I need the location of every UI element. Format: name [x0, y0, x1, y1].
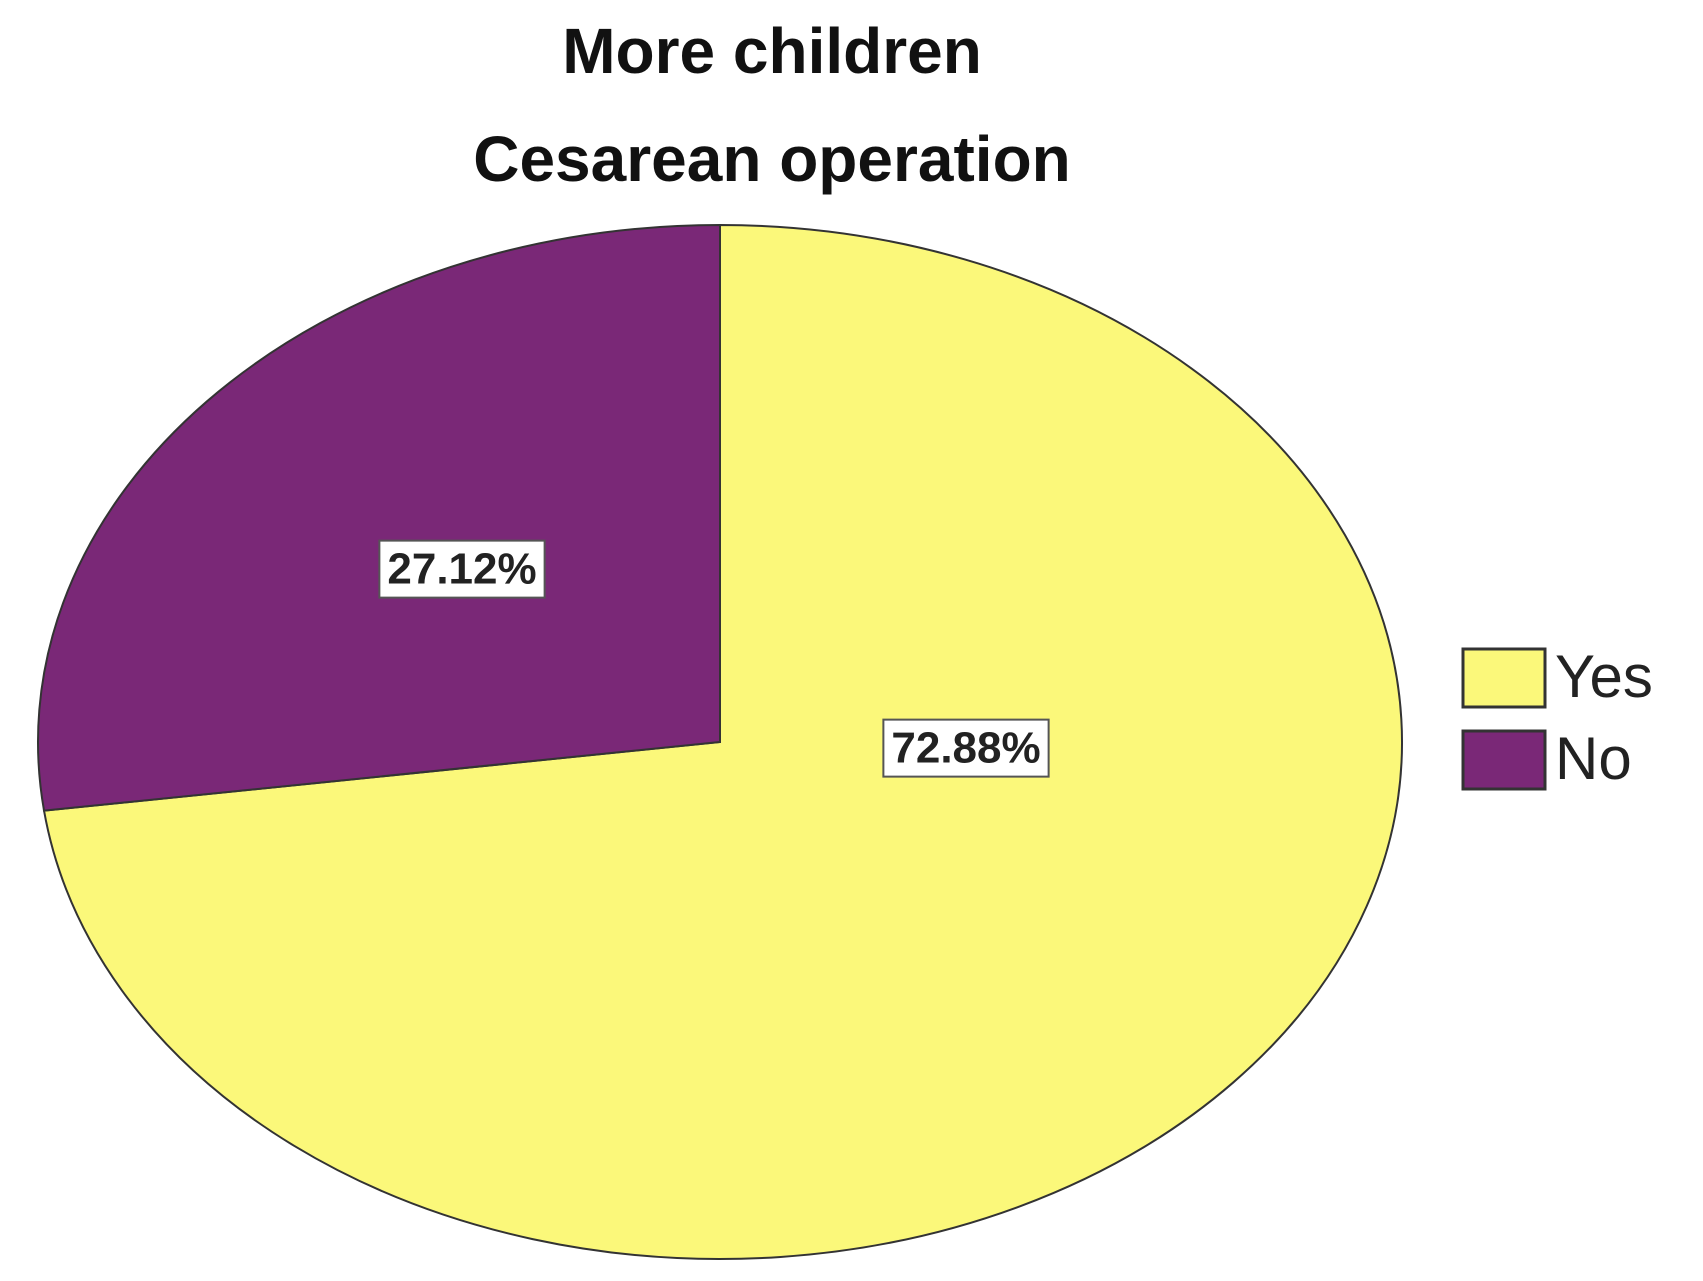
- legend-label: No: [1555, 725, 1632, 792]
- data-label: 72.88%: [891, 724, 1040, 773]
- pie-slice: [37, 223, 721, 812]
- legend-swatch: [1461, 729, 1547, 791]
- chart-title: More children: [562, 15, 982, 87]
- legend-label: Yes: [1555, 643, 1653, 710]
- chart-subtitle: Cesarean operation: [473, 123, 1071, 195]
- data-label-box: [378, 539, 546, 599]
- pie-slice: [42, 223, 1403, 1260]
- legend-swatch: [1461, 647, 1547, 709]
- data-label-box: [882, 718, 1050, 778]
- data-label: 27.12%: [387, 545, 536, 594]
- data-label-group: 27.12%: [378, 539, 546, 599]
- data-label-group: 72.88%: [882, 718, 1050, 778]
